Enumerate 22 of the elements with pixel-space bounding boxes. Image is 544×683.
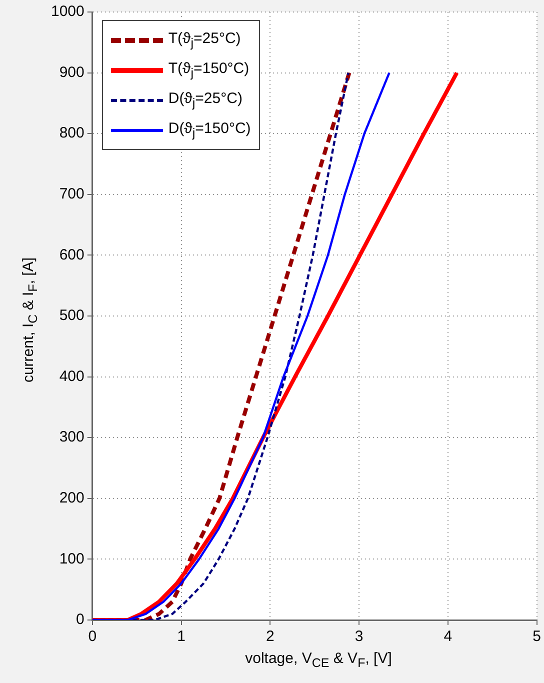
y-tick-label: 600	[59, 246, 84, 264]
legend-label: T(ϑ$_{j}$=25°C)	[168, 30, 241, 50]
x-tick-label: 0	[88, 628, 97, 646]
y-tick-label: 300	[59, 428, 84, 446]
y-tick-label: 500	[59, 307, 84, 324]
y-tick-label: 100	[59, 550, 84, 568]
y-tick-label: 1000	[50, 3, 84, 20]
y-tick-label: 400	[59, 368, 84, 385]
y-tick-label: 700	[59, 186, 84, 203]
x-tick-label: 4	[444, 628, 452, 646]
y-tick-label: 800	[59, 124, 84, 142]
y-tick-label: 0	[76, 611, 84, 628]
x-tick-label: 2	[266, 628, 274, 646]
y-tick-label: 200	[59, 490, 84, 507]
x-tick-label: 1	[177, 628, 186, 646]
legend-label: T(ϑ$_{j}$=150°C)	[168, 60, 250, 80]
x-axis-title: voltage, V$_{CE}$ & V$_{F}$, [V]	[244, 650, 393, 670]
y-tick-label: 900	[59, 64, 84, 81]
legend-label: D(ϑ$_{j}$=150°C)	[168, 120, 251, 140]
x-tick-label: 5	[532, 628, 541, 646]
x-tick-label: 3	[354, 628, 364, 646]
legend-label: D(ϑ$_{j}$=25°C)	[168, 90, 242, 110]
